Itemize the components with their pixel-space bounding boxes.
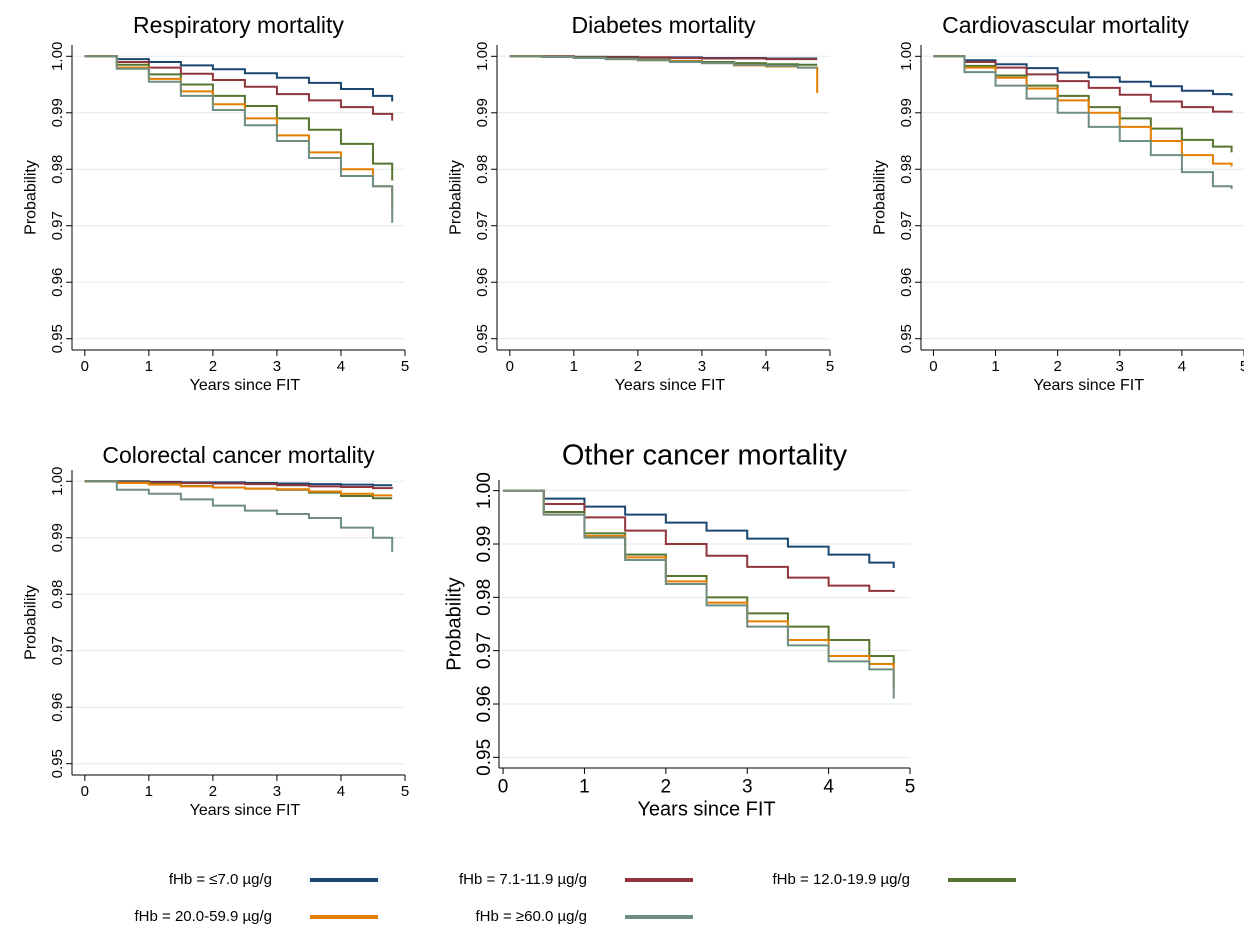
x-axis-label: Years since FIT [1033, 377, 1144, 394]
series-line: fHb = ≤7.0 µg/g [503, 489, 895, 568]
chart-title: Diabetes mortality [571, 12, 756, 38]
series-line: fHb = ≤7.0 µg/g [84, 55, 394, 102]
x-tick-label: 4 [823, 776, 834, 797]
series-line: fHb = ≥60.0 µg/g [509, 55, 818, 69]
series-line: fHb = ≥60.0 µg/g [503, 489, 895, 699]
x-tick-label: 5 [826, 358, 834, 375]
y-tick-label: 0.95 [49, 749, 66, 778]
x-tick-label: 0 [81, 358, 89, 375]
legend-label: fHb = 20.0-59.9 µg/g [135, 908, 272, 925]
x-tick-label: 2 [661, 776, 672, 797]
y-tick-label: 0.96 [474, 686, 495, 723]
x-axis-label: Years since FIT [637, 799, 775, 821]
series-line: fHb = 20.0-59.9 µg/g [84, 480, 393, 497]
x-axis-label: Years since FIT [190, 802, 301, 819]
y-tick-label: 0.97 [474, 211, 491, 240]
x-tick-label: 0 [498, 776, 509, 797]
x-tick-label: 3 [273, 358, 281, 375]
chart-title: Other cancer mortality [562, 440, 848, 472]
series-line: fHb = ≥60.0 µg/g [84, 55, 394, 223]
x-tick-label: 1 [570, 358, 578, 375]
x-tick-label: 3 [698, 358, 706, 375]
y-axis-label: Probability [22, 160, 39, 235]
y-tick-label: 0.97 [49, 636, 66, 665]
x-tick-label: 0 [81, 783, 89, 800]
y-tick-label: 0.99 [474, 98, 491, 127]
y-tick-label: 0.95 [898, 324, 915, 353]
y-tick-label: 0.99 [898, 98, 915, 127]
y-axis-label: Probability [443, 577, 465, 670]
x-axis-label: Years since FIT [615, 377, 726, 394]
x-tick-label: 2 [1053, 358, 1061, 375]
y-tick-label: 0.99 [474, 526, 495, 563]
y-tick-label: 0.98 [898, 155, 915, 184]
y-tick-label: 0.96 [49, 693, 66, 722]
y-tick-label: 0.95 [474, 739, 495, 776]
x-tick-label: 2 [634, 358, 642, 375]
y-tick-label: 0.96 [898, 268, 915, 297]
y-tick-label: 0.95 [474, 324, 491, 353]
y-tick-label: 0.99 [49, 98, 66, 127]
legend-label: fHb = 12.0-19.9 µg/g [773, 871, 910, 888]
x-tick-label: 0 [929, 358, 937, 375]
y-tick-label: 1.00 [49, 467, 66, 496]
x-tick-label: 4 [762, 358, 770, 375]
x-tick-label: 3 [273, 783, 281, 800]
y-tick-label: 0.97 [898, 211, 915, 240]
series-line: fHb = ≥60.0 µg/g [933, 55, 1233, 190]
x-tick-label: 3 [1116, 358, 1124, 375]
x-tick-label: 3 [742, 776, 753, 797]
x-tick-label: 5 [1240, 358, 1244, 375]
chart-title: Respiratory mortality [133, 12, 344, 38]
y-tick-label: 1.00 [474, 42, 491, 71]
x-tick-label: 5 [401, 783, 409, 800]
x-tick-label: 1 [145, 358, 153, 375]
x-tick-label: 2 [209, 358, 217, 375]
y-tick-label: 0.98 [49, 580, 66, 609]
x-tick-label: 1 [579, 776, 590, 797]
y-tick-label: 0.97 [49, 211, 66, 240]
y-axis-label: Probability [22, 585, 39, 660]
series-line: fHb = 7.1-11.9 µg/g [933, 55, 1233, 113]
y-tick-label: 0.96 [49, 268, 66, 297]
series-line: fHb = ≥60.0 µg/g [84, 480, 394, 552]
x-tick-label: 1 [145, 783, 153, 800]
x-tick-label: 4 [337, 358, 345, 375]
y-tick-label: 0.98 [49, 155, 66, 184]
y-tick-label: 0.98 [474, 155, 491, 184]
y-tick-label: 0.99 [49, 523, 66, 552]
chart-title: Cardiovascular mortality [942, 12, 1189, 38]
series-line: fHb = 12.0-19.9 µg/g [84, 55, 394, 181]
y-tick-label: 0.96 [474, 268, 491, 297]
x-tick-label: 4 [1178, 358, 1186, 375]
y-tick-label: 1.00 [474, 472, 495, 509]
x-tick-label: 1 [991, 358, 999, 375]
x-tick-label: 0 [506, 358, 514, 375]
legend-label: fHb = ≥60.0 µg/g [475, 908, 587, 925]
x-tick-label: 5 [401, 358, 409, 375]
series-line: fHb = 7.1-11.9 µg/g [503, 489, 895, 592]
legend-label: fHb = 7.1-11.9 µg/g [459, 871, 587, 888]
x-tick-label: 2 [209, 783, 217, 800]
x-tick-label: 4 [337, 783, 345, 800]
x-tick-label: 5 [905, 776, 916, 797]
y-tick-label: 0.97 [474, 632, 495, 669]
chart-title: Colorectal cancer mortality [102, 442, 375, 468]
series-line: fHb = 12.0-19.9 µg/g [503, 489, 895, 667]
series-line: fHb = 20.0-59.9 µg/g [509, 55, 819, 94]
y-axis-label: Probability [447, 160, 464, 235]
series-line: fHb = 20.0-59.9 µg/g [503, 489, 895, 688]
y-axis-label: Probability [871, 160, 888, 235]
y-tick-label: 0.98 [474, 579, 495, 616]
x-axis-label: Years since FIT [190, 377, 301, 394]
y-tick-label: 0.95 [49, 324, 66, 353]
y-tick-label: 1.00 [49, 42, 66, 71]
series-line: fHb = 12.0-19.9 µg/g [933, 55, 1233, 153]
y-tick-label: 1.00 [898, 42, 915, 71]
legend-label: fHb = ≤7.0 µg/g [169, 871, 272, 888]
